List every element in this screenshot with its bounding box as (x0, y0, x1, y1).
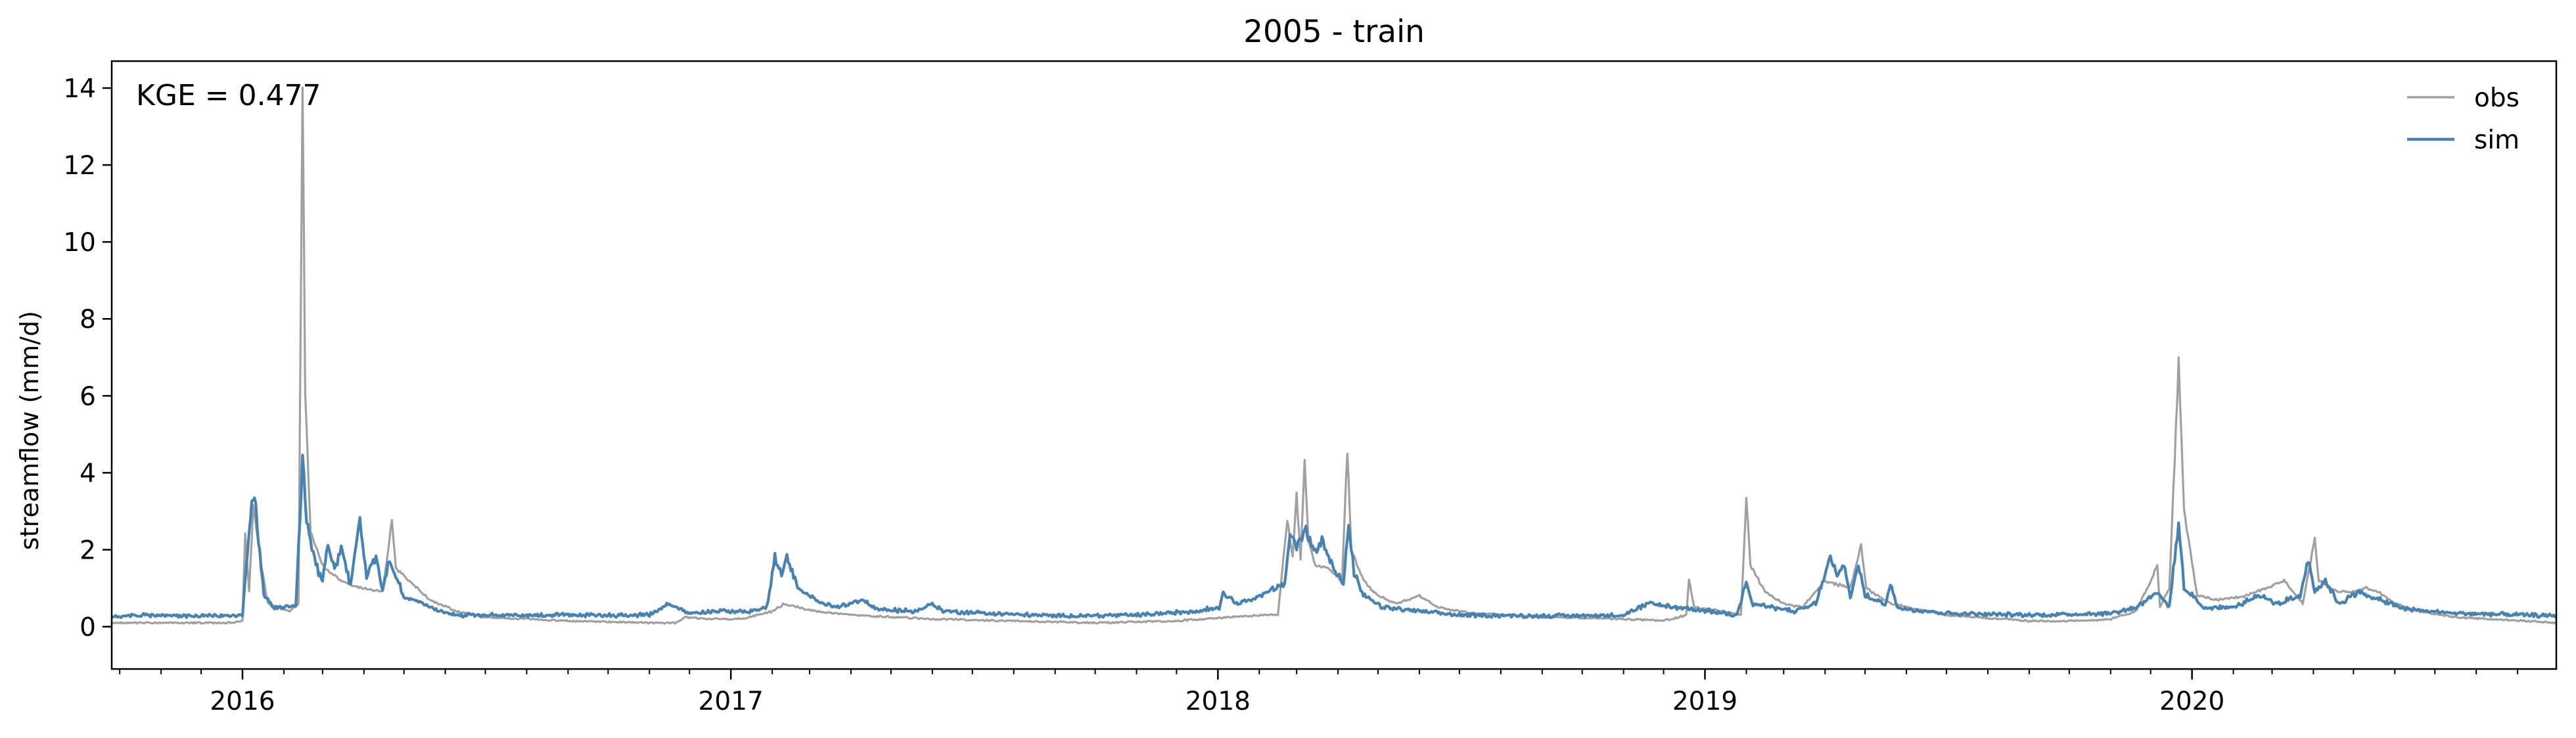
x-tick-label: 2019 (1672, 687, 1737, 716)
y-tick-label: 12 (63, 151, 96, 181)
y-tick-label: 0 (80, 613, 96, 643)
y-tick-label: 8 (80, 305, 96, 334)
y-tick-label: 10 (63, 228, 96, 258)
legend-label-sim: sim (2474, 126, 2519, 155)
legend: obs sim (2407, 83, 2519, 155)
x-tick-label: 2017 (699, 687, 764, 716)
x-tick-label: 2020 (2159, 687, 2224, 716)
y-tick-label: 14 (63, 74, 96, 104)
y-tick-label: 6 (80, 382, 96, 411)
plot-area (112, 86, 2556, 625)
series-line-sim (112, 453, 2556, 619)
y-axis-label: streamflow (mm/d) (15, 311, 44, 550)
kge-annotation: KGE = 0.477 (136, 79, 321, 112)
y-tick-label: 4 (80, 459, 96, 488)
chart-title: 2005 - train (1243, 14, 1425, 50)
y-tick-label: 2 (80, 536, 96, 566)
plot-frame (110, 60, 2558, 670)
series-line-obs (112, 86, 2556, 625)
x-tick-label: 2016 (210, 687, 275, 716)
legend-label-obs: obs (2474, 83, 2519, 113)
x-tick-label: 2018 (1185, 687, 1251, 716)
